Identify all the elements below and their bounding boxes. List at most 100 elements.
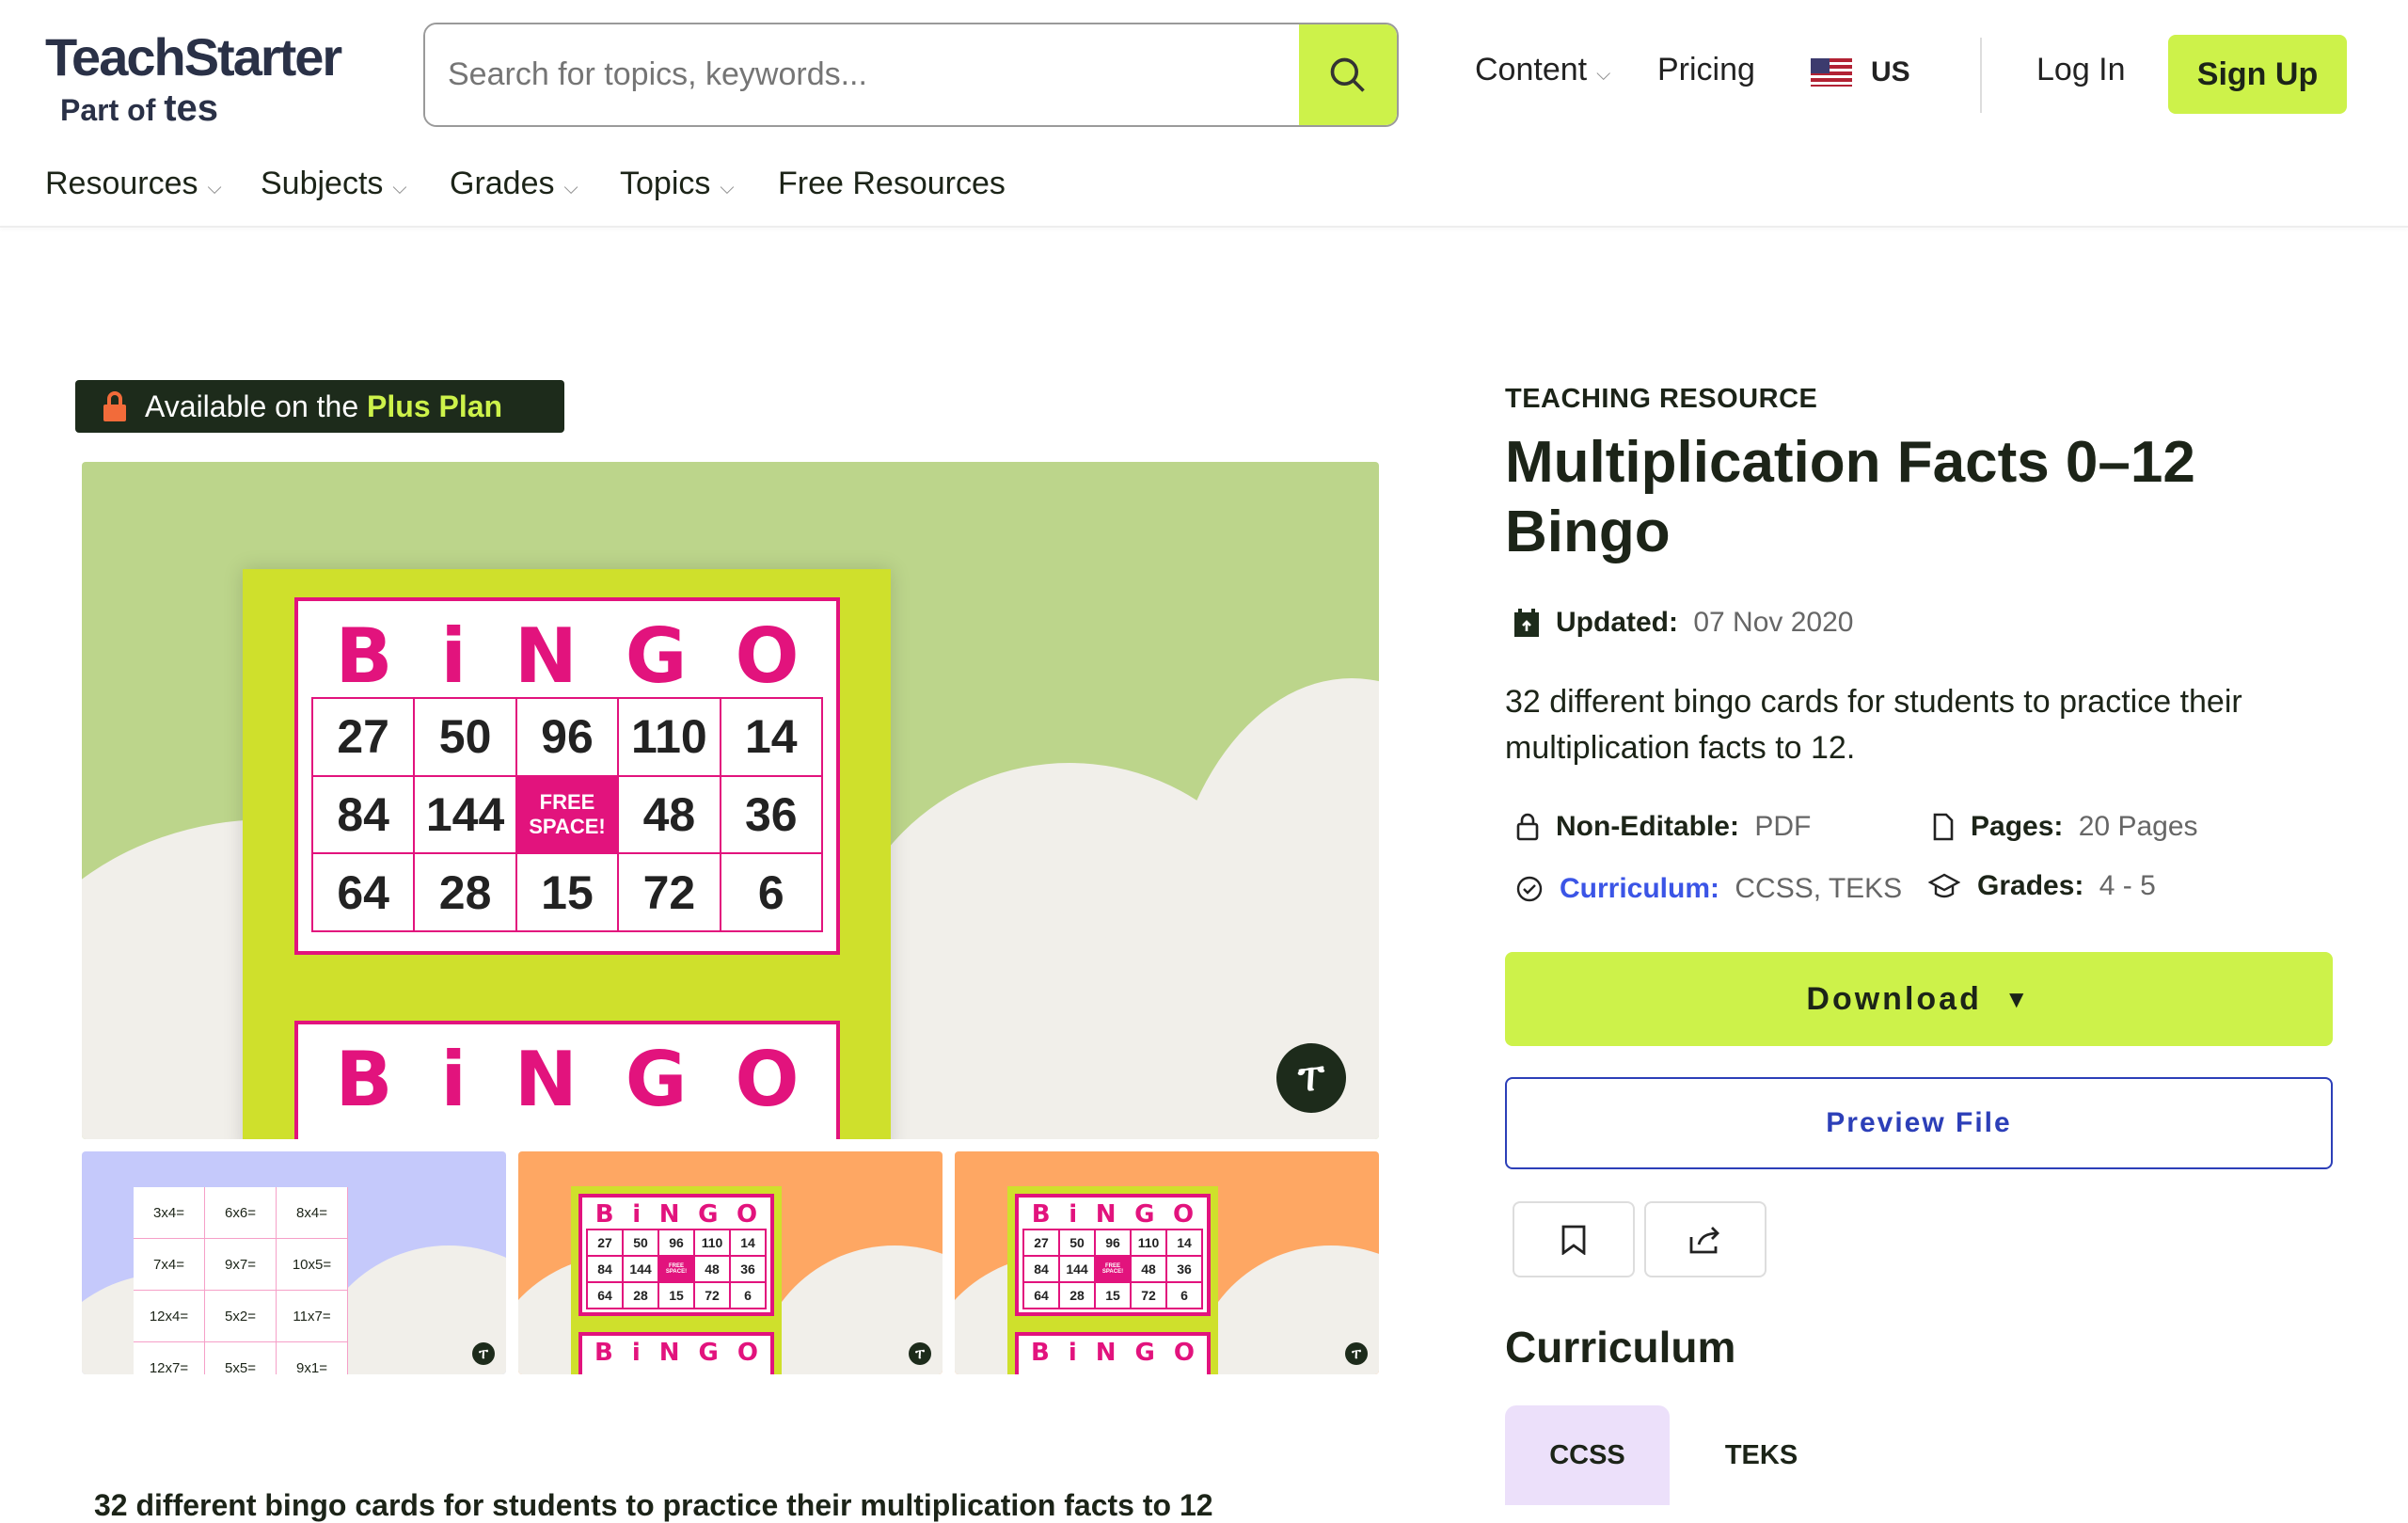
curriculum-info[interactable]: Curriculum: CCSS, TEKS <box>1516 873 1902 905</box>
bingo-cell: 144 <box>1060 1257 1096 1283</box>
region-selector[interactable]: US <box>1811 56 1910 88</box>
preview-file-button[interactable]: Preview File <box>1505 1077 2333 1169</box>
teachstarter-watermark-icon: ፐ <box>472 1342 495 1365</box>
bingo-cell: 84 <box>1024 1257 1060 1283</box>
bingo-cell: 14 <box>1167 1230 1203 1257</box>
bingo-letter: i <box>631 1339 641 1367</box>
grades-info: Grades: 4 - 5 <box>1928 870 2156 902</box>
badge-check-icon <box>1516 876 1543 902</box>
bingo-letter: N <box>658 1200 680 1229</box>
bingo-cell: 84 <box>313 776 416 855</box>
tab-ccss[interactable]: CCSS <box>1505 1405 1670 1505</box>
search-input[interactable] <box>425 24 1299 125</box>
bingo-letter: i <box>440 612 467 700</box>
curriculum-heading: Curriculum <box>1505 1323 1736 1372</box>
search-button[interactable] <box>1299 24 1397 125</box>
teachstarter-watermark-icon: ፐ <box>1345 1342 1368 1365</box>
bingo-cell: 64 <box>313 854 416 932</box>
bingo-cell: 48 <box>695 1257 731 1283</box>
login-link[interactable]: Log In <box>2036 52 2126 87</box>
bingo-letter: i <box>1069 1200 1078 1229</box>
bookmark-button[interactable] <box>1513 1201 1635 1277</box>
bingo-letter: G <box>698 1339 719 1367</box>
nav-subjects[interactable]: Subjects ⌵ <box>261 166 407 201</box>
nav-free-resources[interactable]: Free Resources <box>778 166 1006 201</box>
fact-cell: 12x7= <box>134 1342 205 1374</box>
fact-cell: 9x7= <box>205 1239 277 1291</box>
pages-info: Pages: 20 Pages <box>1933 811 2198 843</box>
nav-grades[interactable]: Grades ⌵ <box>450 166 578 201</box>
download-button[interactable]: Download ▼ <box>1505 952 2333 1046</box>
bingo-letter: O <box>1173 1200 1195 1229</box>
bingo-cell: FREE SPACE! <box>516 776 620 855</box>
bingo-cell: 110 <box>1132 1230 1167 1257</box>
bingo-letter: B <box>594 1339 613 1367</box>
chevron-down-icon: ⌵ <box>392 178 407 198</box>
fact-cell: 3x4= <box>134 1187 205 1239</box>
bingo-cell: 50 <box>415 699 517 777</box>
chevron-down-icon: ⌵ <box>720 178 735 198</box>
content-menu[interactable]: Content ⌵ <box>1475 52 1611 87</box>
bingo-cell: 27 <box>588 1230 624 1257</box>
tab-teks[interactable]: TEKS <box>1724 1439 1798 1470</box>
bingo-letter: B <box>335 612 393 700</box>
bingo-cell: 144 <box>415 776 517 855</box>
nav-topics[interactable]: Topics ⌵ <box>620 166 735 201</box>
bingo-cell: 48 <box>1132 1257 1167 1283</box>
share-button[interactable] <box>1644 1201 1766 1277</box>
header-divider <box>0 226 2408 228</box>
fact-cell: 5x5= <box>205 1342 277 1374</box>
teachstarter-watermark-icon: ፐ <box>909 1342 931 1365</box>
bingo-cell: 36 <box>1167 1257 1203 1283</box>
bingo-letter: i <box>440 1036 467 1123</box>
teachstarter-logo[interactable]: TeachStarter Part of tes <box>45 27 342 129</box>
nav-resources[interactable]: Resources ⌵ <box>45 166 222 201</box>
bingo-cell: FREE SPACE! <box>659 1257 695 1283</box>
resource-description: 32 different bingo cards for students to… <box>1505 684 2242 766</box>
bingo-letter: O <box>1173 1339 1195 1367</box>
bingo-letter: G <box>625 1036 688 1123</box>
pricing-link[interactable]: Pricing <box>1657 52 1755 87</box>
bingo-cell: 28 <box>1060 1283 1096 1309</box>
bingo-cell: 84 <box>588 1257 624 1283</box>
bingo-letter: i <box>632 1200 642 1229</box>
bingo-cell: 15 <box>516 854 620 932</box>
bingo-cell: 6 <box>721 854 823 932</box>
bingo-letter: O <box>737 1200 758 1229</box>
divider <box>1980 38 1982 113</box>
fact-cell: 6x6= <box>205 1187 277 1239</box>
caret-down-icon: ▼ <box>2004 984 2032 1013</box>
bingo-cell: 36 <box>731 1257 767 1283</box>
calendar-icon <box>1514 609 1539 637</box>
multiplication-facts-sheet: 3x4= 6x6= 8x4= 7x4= 9x7= 10x5= 12x4= 5x2= 11x7= 1… <box>134 1187 348 1374</box>
chevron-down-icon: ⌵ <box>563 178 578 198</box>
lock-icon <box>103 391 126 421</box>
description-heading: 32 different bingo cards for students to… <box>94 1488 1213 1522</box>
bingo-cell: 96 <box>1096 1230 1132 1257</box>
search-icon <box>1330 57 1365 92</box>
bingo-cell: 72 <box>695 1283 731 1309</box>
bingo-cell: 15 <box>1096 1283 1132 1309</box>
teachstarter-watermark-icon: ፐ <box>1276 1043 1346 1113</box>
bingo-cell: 72 <box>619 854 721 932</box>
fact-cell: 9x1= <box>277 1342 348 1374</box>
signup-button[interactable]: Sign Up <box>2168 35 2347 114</box>
fact-cell: 5x2= <box>205 1291 277 1342</box>
bingo-cell: 28 <box>415 854 517 932</box>
bingo-letter: N <box>514 612 578 700</box>
bingo-letter: i <box>1068 1339 1077 1367</box>
bingo-cell: 14 <box>721 699 823 777</box>
bingo-cell: 50 <box>1060 1230 1096 1257</box>
file-icon <box>1933 813 1954 841</box>
thumbnail-1[interactable]: 3x4= 6x6= 8x4= 7x4= 9x7= 10x5= 12x4= 5x2= 11x7= 1… <box>82 1151 506 1374</box>
bingo-cell: 6 <box>1167 1283 1203 1309</box>
bingo-letter: N <box>1095 1339 1117 1367</box>
bingo-letter: O <box>737 1339 758 1367</box>
bingo-cell: 36 <box>721 776 823 855</box>
plus-plan-badge: Available on the Plus Plan <box>75 380 564 433</box>
bingo-cell: 15 <box>659 1283 695 1309</box>
bingo-cell: 27 <box>313 699 416 777</box>
